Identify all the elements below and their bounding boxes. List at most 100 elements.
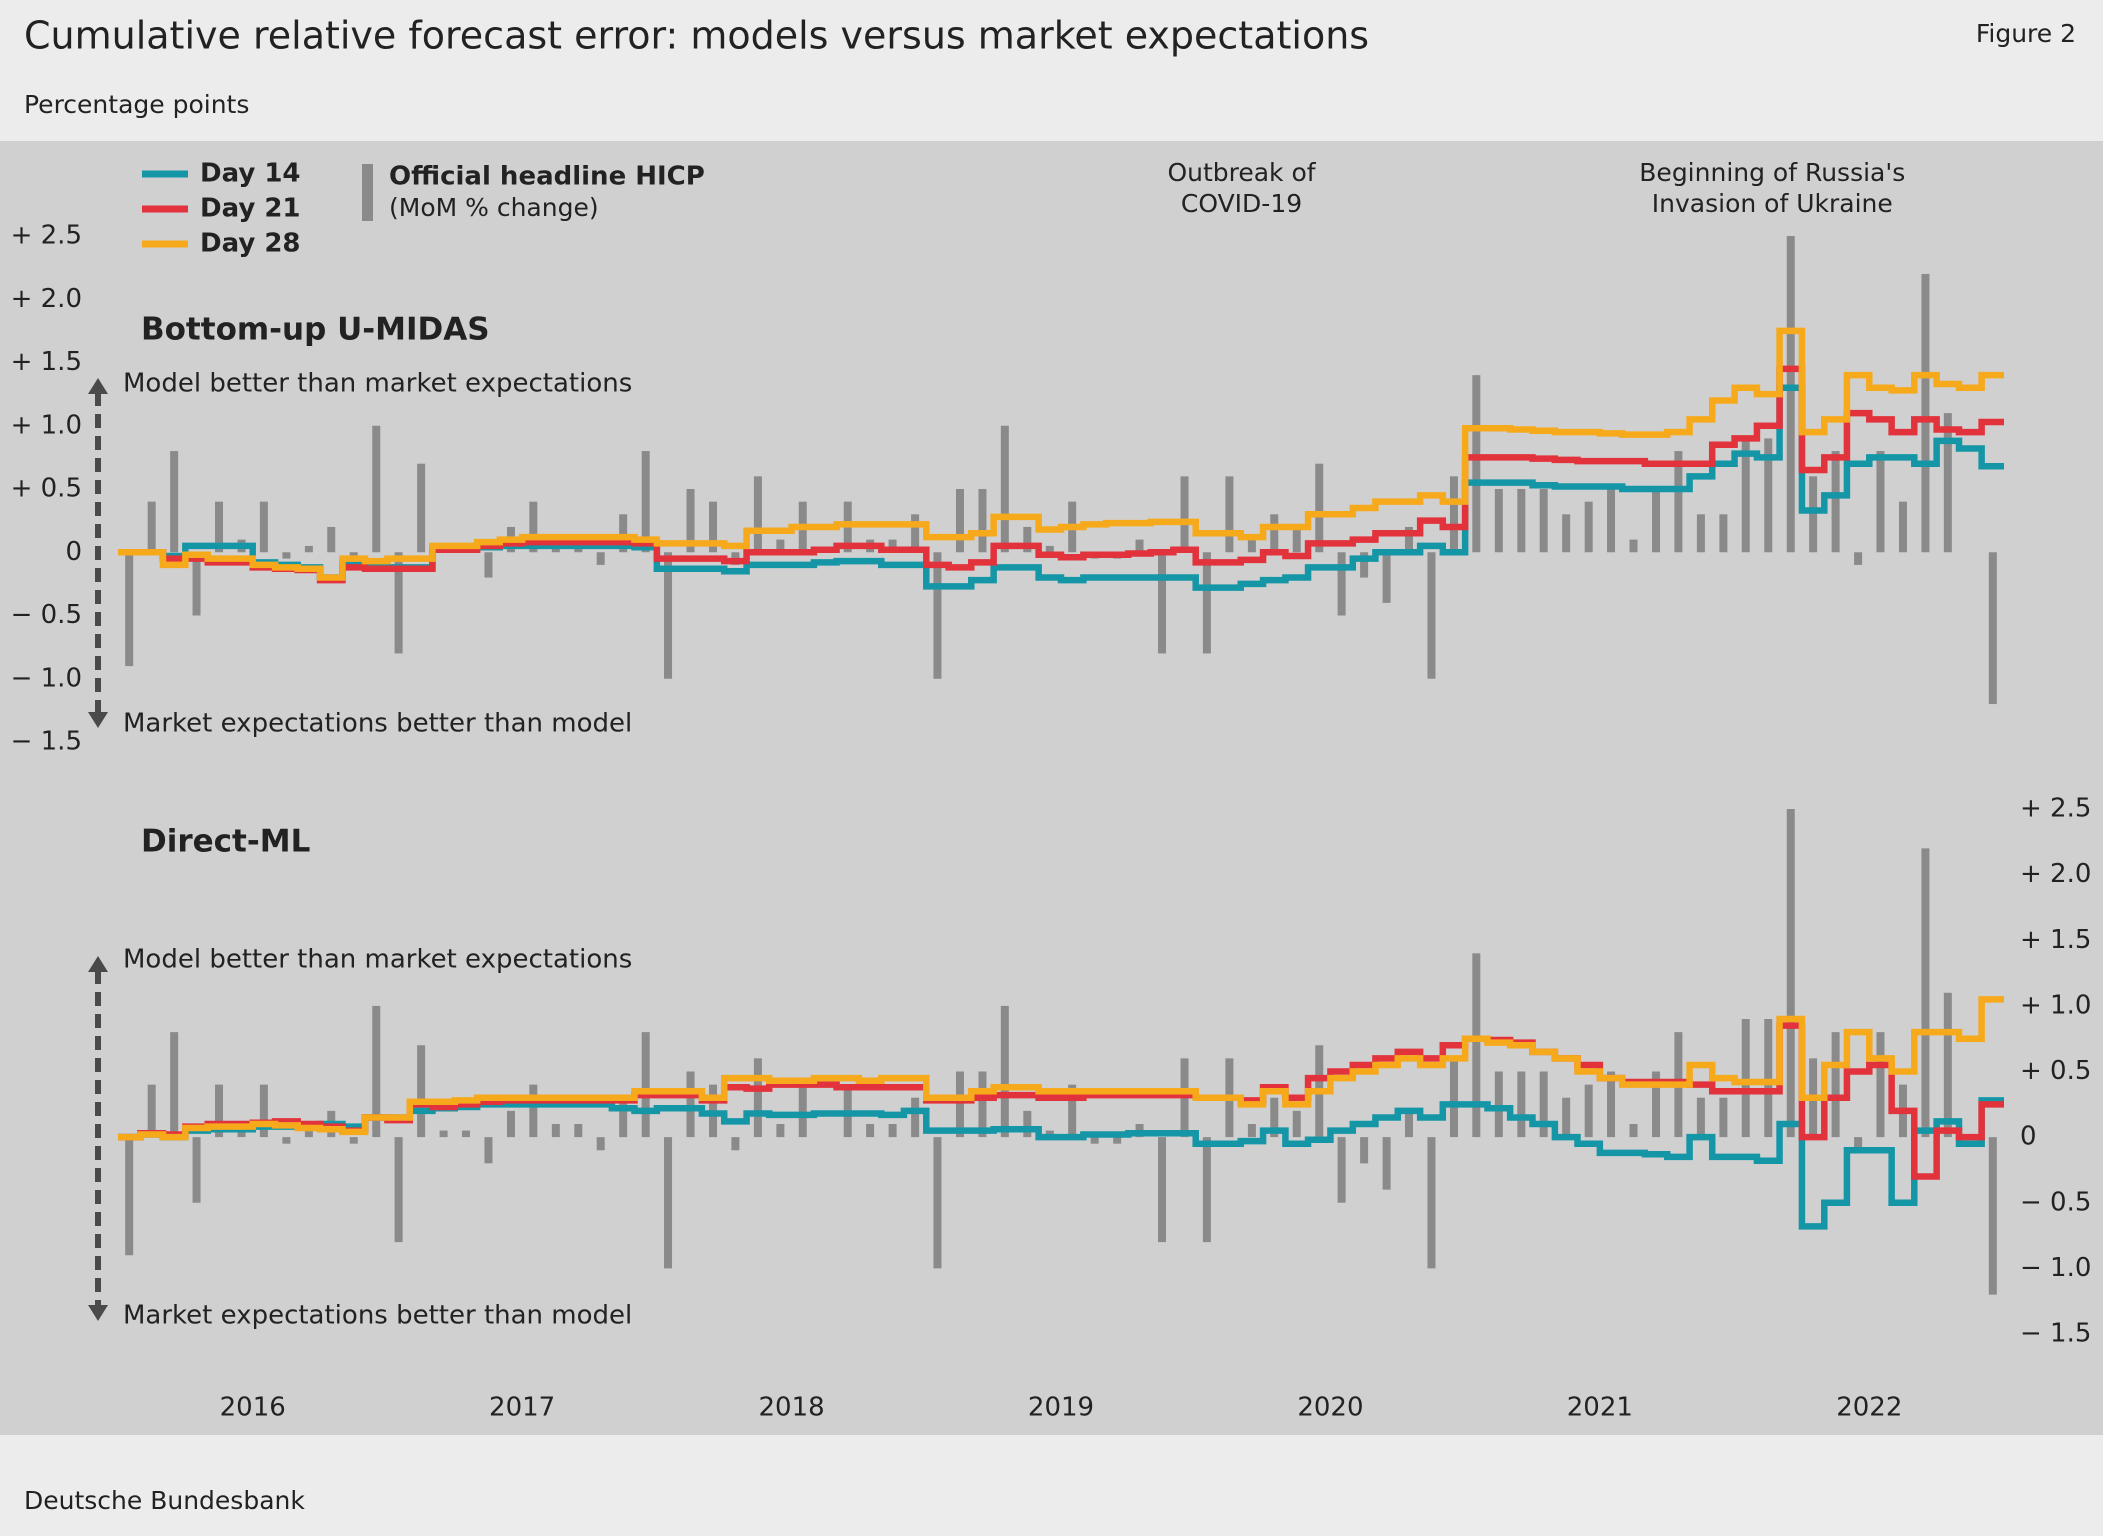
hicp-bar — [551, 1124, 560, 1138]
y-tick-label: − 1.5 — [11, 727, 82, 757]
hicp-bar — [1494, 1071, 1503, 1138]
hicp-bar — [1045, 545, 1054, 553]
hicp-bar — [1831, 1032, 1840, 1138]
hicp-bar — [1719, 1097, 1728, 1138]
hicp-bar — [776, 1124, 785, 1138]
y-tick-label: + 2.0 — [2020, 859, 2091, 889]
hicp-bar — [1876, 451, 1885, 553]
hicp-bar — [911, 514, 920, 553]
y-tick-label: − 0.5 — [11, 600, 82, 630]
legend-note: (MoM % change) — [389, 193, 599, 222]
arrow-head — [88, 712, 108, 728]
plot-bg — [0, 141, 2103, 1435]
hicp-bar — [1876, 1032, 1885, 1138]
hicp-bar — [866, 1124, 875, 1138]
hicp-bar — [1247, 539, 1256, 553]
hicp-bar — [1090, 1137, 1099, 1144]
hicp-bar — [259, 501, 268, 553]
hicp-bar — [1696, 514, 1705, 553]
legend-label: Day 14 — [200, 159, 301, 189]
source: Deutsche Bundesbank — [24, 1486, 305, 1515]
hicp-bar — [888, 539, 897, 553]
hicp-bar — [1494, 489, 1503, 553]
hicp-bar — [439, 1130, 448, 1138]
hicp-bar — [1562, 1097, 1571, 1138]
hicp-bar — [1584, 1084, 1593, 1138]
hicp-bar — [417, 463, 426, 553]
hicp-bar — [1898, 501, 1907, 553]
hicp-bar — [686, 1071, 695, 1138]
legend-swatch — [362, 164, 373, 221]
hicp-bar — [529, 1084, 538, 1138]
hicp-bar — [1270, 1097, 1279, 1138]
hicp-bar — [1068, 1084, 1077, 1138]
hicp-bar — [1247, 1124, 1256, 1138]
hicp-bar — [596, 1137, 605, 1151]
hicp-bar — [1382, 552, 1391, 603]
hicp-bar — [1427, 552, 1436, 679]
hicp-bar — [1539, 1071, 1548, 1138]
hicp-bar — [170, 1032, 179, 1138]
hicp-bar — [955, 1071, 964, 1138]
text-layer: 2016 2017 2018 2019 2020 2021 2022 + 2.5 + 2.0 + … — [11, 153, 2092, 1423]
hicp-bar — [1764, 1019, 1773, 1138]
hicp-bar — [1854, 1137, 1863, 1151]
hicp-bar — [147, 501, 156, 553]
hicp-bar — [192, 1137, 201, 1203]
hicp-bar — [1741, 1019, 1750, 1138]
hicp-bar — [1472, 375, 1481, 553]
hicp-bar — [1472, 953, 1481, 1138]
annotation: Model better than market expectations — [123, 945, 632, 975]
legend-label: Day 21 — [200, 194, 301, 224]
y-tick-label: + 2.0 — [11, 284, 82, 314]
figure-label: Figure 2 — [1976, 19, 2076, 48]
y-tick-label: + 2.5 — [2020, 794, 2091, 824]
hicp-bar — [753, 1058, 762, 1138]
hicp-bar — [1921, 273, 1930, 553]
hicp-bar — [1404, 526, 1413, 553]
hicp-bar — [1158, 552, 1167, 654]
hicp-bar — [1854, 552, 1863, 565]
x-tick-label: 2017 — [489, 1393, 555, 1423]
hicp-bar — [1652, 489, 1661, 553]
hicp-bar — [304, 1130, 313, 1138]
hicp-bar — [1696, 1097, 1705, 1138]
hicp-bar — [1023, 526, 1032, 553]
hicp-bar — [215, 1084, 224, 1138]
hicp-bar — [417, 1045, 426, 1138]
hicp-bar — [574, 1124, 583, 1138]
annotation: Model better than market expectations — [123, 369, 632, 399]
hicp-bar — [731, 1137, 740, 1151]
hicp-bar — [641, 1032, 650, 1138]
hicp-bar — [1360, 552, 1369, 578]
hicp-bar — [1337, 552, 1346, 616]
hicp-bar — [641, 451, 650, 553]
hicp-bar — [1921, 848, 1930, 1138]
arrow-head — [88, 378, 108, 394]
x-tick-label: 2016 — [220, 1393, 286, 1423]
legend-label: Day 28 — [200, 229, 301, 259]
hicp-bar — [1809, 476, 1818, 553]
hicp-bar — [1652, 1071, 1661, 1138]
hicp-bar — [349, 1137, 358, 1144]
hicp-bar — [484, 552, 493, 578]
hicp-bar — [529, 501, 538, 553]
hicp-bar — [1135, 539, 1144, 553]
hicp-bar — [1315, 463, 1324, 553]
hicp-bar — [1607, 489, 1616, 553]
hicp-bar — [1113, 1137, 1122, 1144]
hicp-bar — [1360, 1137, 1369, 1164]
hicp-bar — [1988, 552, 1997, 705]
hicp-bar — [1943, 992, 1952, 1138]
y-tick-label: + 2.5 — [11, 221, 82, 251]
hicp-bar — [664, 552, 673, 679]
hicp-bar — [461, 1130, 470, 1138]
hicp-bar — [170, 451, 179, 553]
hicp-bar — [1292, 526, 1301, 553]
hicp-bar — [282, 552, 291, 559]
hicp-bar — [215, 501, 224, 553]
hicp-bar — [1449, 1058, 1458, 1138]
hicp-bar — [1225, 476, 1234, 553]
hicp-bar — [753, 476, 762, 553]
